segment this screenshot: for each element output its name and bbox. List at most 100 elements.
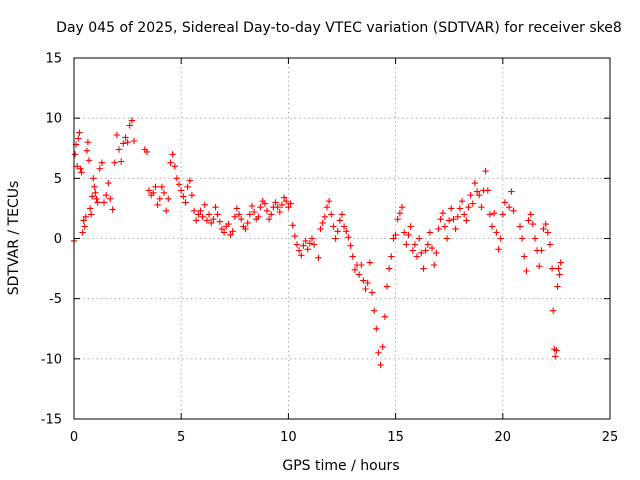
data-point (557, 259, 564, 266)
data-point (280, 194, 288, 201)
data-point (203, 217, 211, 224)
data-point (118, 158, 125, 165)
data-point (190, 207, 198, 214)
data-point (392, 231, 399, 239)
data-point (291, 232, 298, 240)
data-point (347, 242, 354, 249)
data-point (448, 205, 455, 212)
data-point (128, 117, 136, 124)
data-point (554, 283, 561, 290)
data-point (182, 199, 189, 206)
data-point (405, 231, 412, 239)
data-point (411, 241, 419, 248)
data-point (210, 216, 217, 223)
data-point (199, 213, 206, 220)
data-point (93, 195, 100, 202)
data-point (310, 241, 318, 248)
data-point (317, 225, 324, 233)
data-point (173, 175, 181, 182)
data-point (390, 235, 397, 242)
data-point (536, 263, 543, 270)
data-point (163, 207, 170, 214)
data-point (113, 131, 121, 139)
data-point (553, 347, 560, 354)
data-point (71, 151, 79, 158)
data-point (82, 213, 89, 220)
data-point (248, 202, 256, 210)
data-point (315, 254, 322, 261)
data-point (100, 199, 108, 206)
y-tick-label: 10 (45, 112, 62, 127)
data-point (197, 207, 204, 214)
data-point (212, 204, 219, 211)
data-point (84, 139, 92, 146)
data-point (364, 279, 371, 287)
data-point (130, 137, 138, 145)
data-point (178, 187, 185, 194)
data-point (510, 207, 517, 214)
data-point (529, 220, 536, 228)
data-point (156, 195, 163, 202)
data-point (373, 325, 380, 332)
data-point (201, 201, 208, 208)
data-point (86, 205, 94, 212)
data-point (420, 265, 427, 272)
data-point (238, 216, 245, 223)
chart-title: Day 045 of 2025, Sidereal Day-to-day VTE… (56, 20, 622, 36)
data-point (439, 210, 446, 217)
data-point (302, 237, 309, 245)
data-point (527, 211, 534, 218)
data-point (431, 261, 438, 269)
data-point (548, 265, 556, 272)
y-tick-label: 0 (54, 232, 62, 247)
data-point (143, 148, 151, 156)
data-point (381, 313, 389, 320)
data-point (111, 159, 118, 166)
data-point (476, 192, 483, 199)
data-point (268, 211, 275, 218)
data-point (76, 129, 83, 136)
data-point (473, 188, 481, 195)
data-point (330, 223, 337, 230)
data-point (77, 165, 84, 172)
data-point (115, 146, 123, 153)
data-series (70, 117, 564, 369)
data-point (285, 204, 292, 211)
data-point (298, 252, 305, 259)
data-point (465, 204, 472, 211)
data-point (542, 220, 549, 228)
x-tick-label: 25 (602, 430, 619, 445)
data-point (145, 187, 153, 194)
data-point (368, 289, 376, 296)
data-point (531, 235, 539, 242)
x-axis-label: GPS time / hours (282, 458, 399, 474)
data-point (362, 285, 369, 293)
data-point (274, 204, 281, 211)
data-point (338, 211, 346, 218)
data-point (458, 198, 466, 205)
data-point (383, 283, 391, 290)
data-point (538, 247, 545, 254)
data-point (244, 219, 251, 227)
data-point (229, 228, 236, 235)
data-point (550, 307, 557, 314)
data-point (506, 204, 513, 211)
data-point (92, 189, 99, 196)
data-point (261, 200, 268, 207)
data-point (231, 213, 238, 220)
data-point (332, 235, 339, 242)
data-point (193, 217, 200, 224)
data-point (276, 208, 283, 216)
data-point (105, 179, 112, 187)
data-point (278, 201, 286, 208)
data-point (356, 271, 363, 278)
data-point (456, 205, 464, 212)
data-point (103, 192, 110, 199)
data-point (452, 225, 459, 233)
data-point (546, 241, 554, 248)
data-point (371, 307, 378, 314)
data-point (401, 229, 408, 236)
data-point (467, 192, 474, 199)
data-point (235, 211, 243, 218)
data-point (109, 206, 116, 213)
